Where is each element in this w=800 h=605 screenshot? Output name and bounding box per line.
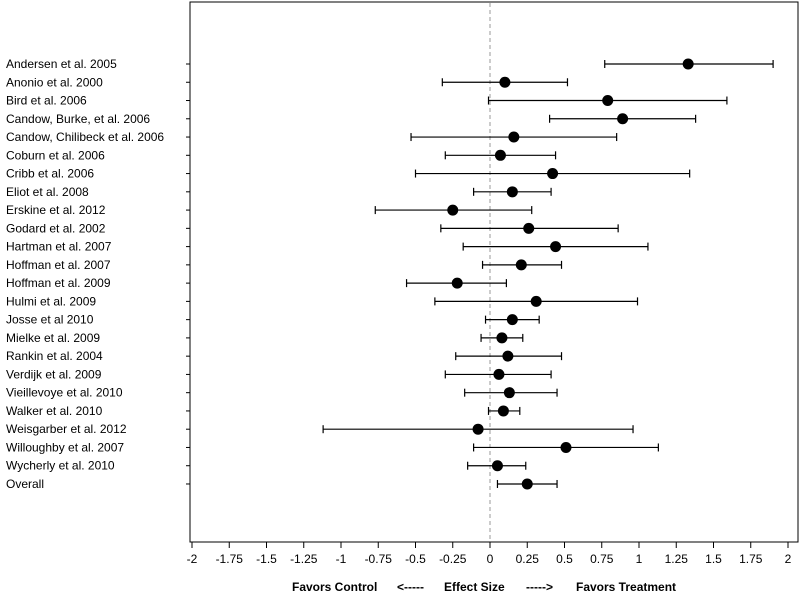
effect-size-point — [682, 58, 694, 70]
x-tick-label: -1.75 — [216, 552, 244, 566]
x-axis: -2 -1.75 -1.5 -1.25 -1 -0.75 -0.5 -0.25 0 0.25 0.5… — [186, 1, 799, 566]
study-estimate — [487, 95, 728, 107]
x-tick-label: 1 — [636, 552, 643, 566]
study-label: Weisgarber et al. 2012 — [6, 422, 127, 436]
study-label: Bird et al. 2006 — [6, 94, 87, 108]
x-axis-label-right: Favors Treatment — [576, 580, 676, 594]
study-label: Willoughby et al. 2007 — [6, 440, 124, 454]
x-axis-label-left-arrow: <----- — [397, 580, 424, 594]
study-label: Cribb et al. 2006 — [6, 167, 94, 181]
effect-size-point — [499, 76, 511, 88]
study-label: Andersen et al. 2005 — [6, 57, 117, 71]
study-estimate — [444, 149, 557, 161]
effect-size-point — [550, 241, 562, 253]
study-estimate — [405, 277, 507, 289]
study-label: Coburn et al. 2006 — [6, 148, 105, 162]
study-estimate — [441, 76, 569, 88]
effect-size-point — [497, 405, 509, 417]
study-estimate — [410, 131, 618, 143]
effect-size-point — [447, 204, 459, 216]
effect-size-point — [560, 441, 572, 453]
study-label: Wycherly et al. 2010 — [6, 459, 115, 473]
study-estimate — [434, 295, 639, 307]
effect-size-point — [617, 113, 629, 125]
effect-size-point — [506, 314, 518, 326]
effect-size-point — [494, 149, 506, 161]
x-tick-label: -1 — [336, 552, 347, 566]
x-tick-label: -0.5 — [405, 552, 426, 566]
study-estimate — [462, 241, 649, 253]
study-label: Josse et al 2010 — [6, 313, 94, 327]
effect-size-point — [530, 295, 542, 307]
study-estimate — [496, 478, 558, 490]
effect-size-point — [472, 423, 484, 435]
study-estimate — [481, 259, 563, 271]
x-tick-label: -2 — [187, 552, 198, 566]
x-tick-label: -0.25 — [439, 552, 467, 566]
x-axis-label-right-arrow: -----> — [526, 580, 553, 594]
study-label: Hoffman et al. 2009 — [6, 276, 111, 290]
x-tick-label: 0.25 — [516, 552, 540, 566]
effect-size-point — [523, 222, 535, 234]
x-tick-label: -1.5 — [256, 552, 277, 566]
study-estimate — [473, 441, 659, 453]
study-estimate — [464, 387, 558, 399]
x-tick-label: 1.25 — [665, 552, 689, 566]
study-label: Hartman et al. 2007 — [6, 240, 112, 254]
study-estimate — [414, 168, 691, 180]
study-label: Candow, Burke, et al. 2006 — [6, 112, 150, 126]
study-label: Hulmi et al. 2009 — [6, 294, 96, 308]
effect-size-point — [515, 259, 527, 271]
study-label: Erskine et al. 2012 — [6, 203, 106, 217]
study-label: Eliot et al. 2008 — [6, 185, 89, 199]
study-label: Godard et al. 2002 — [6, 221, 106, 235]
study-estimate — [548, 113, 697, 125]
study-estimate — [467, 460, 527, 472]
effect-size-point — [547, 168, 559, 180]
effect-size-point — [506, 186, 518, 198]
study-label: Anonio et al. 2000 — [6, 75, 103, 89]
study-estimate — [487, 405, 521, 417]
effect-size-point — [496, 332, 508, 344]
study-label: Rankin et al. 2004 — [6, 349, 103, 363]
study-label: Walker et al. 2010 — [6, 404, 103, 418]
effect-size-point — [503, 387, 515, 399]
x-tick-label: 0.5 — [556, 552, 573, 566]
x-tick-label: -0.75 — [365, 552, 393, 566]
x-tick-label: 0 — [487, 552, 494, 566]
plot-marks — [322, 3, 774, 541]
plot-frame — [189, 1, 799, 543]
x-tick-label: 1.5 — [705, 552, 722, 566]
study-label: Vieillevoye et al. 2010 — [6, 386, 123, 400]
x-tick-label: 2 — [785, 552, 792, 566]
effect-size-point — [451, 277, 463, 289]
x-tick-label: 1.75 — [739, 552, 763, 566]
effect-size-point — [491, 460, 503, 472]
study-estimate — [484, 314, 540, 326]
study-label: Verdijk et al. 2009 — [6, 367, 102, 381]
study-estimate — [604, 58, 774, 70]
x-axis-label-center: Effect Size — [444, 580, 505, 594]
effect-size-point — [602, 95, 614, 107]
effect-size-point — [521, 478, 533, 490]
study-labels: Andersen et al. 2005 Anonio et al. 2000 Bi… — [6, 57, 164, 491]
study-estimate — [455, 350, 563, 362]
study-estimate — [322, 423, 634, 435]
effect-size-point — [493, 368, 505, 380]
x-tick-label: -1.25 — [290, 552, 318, 566]
study-estimate — [444, 368, 552, 380]
study-estimate — [440, 222, 619, 234]
study-label: Overall — [6, 477, 44, 491]
effect-size-point — [502, 350, 514, 362]
x-axis-label-left: Favors Control — [292, 580, 377, 594]
study-estimate — [473, 186, 552, 198]
x-tick-label: 0.75 — [590, 552, 614, 566]
study-label: Mielke et al. 2009 — [6, 331, 100, 345]
study-estimate — [480, 332, 524, 344]
study-label: Hoffman et al. 2007 — [6, 258, 111, 272]
effect-size-point — [508, 131, 520, 143]
study-label: Candow, Chilibeck et al. 2006 — [6, 130, 164, 144]
study-estimate — [374, 204, 533, 216]
